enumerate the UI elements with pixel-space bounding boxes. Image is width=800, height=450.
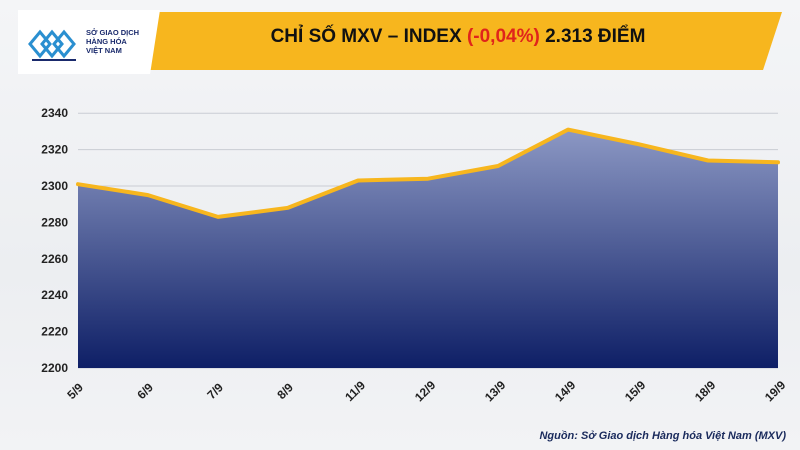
logo-line-2: HÀNG HÓA [86,37,127,46]
x-tick-label: 7/9 [204,380,226,402]
series-line [76,127,780,219]
logo-line-3: VIỆT NAM [86,46,122,55]
y-tick-label: 2240 [41,288,68,302]
x-tick-label: 19/9 [762,378,789,405]
title-prefix: CHỈ SỐ MXV – INDEX [270,26,462,47]
y-tick-label: 2260 [41,252,68,266]
y-tick-label: 2280 [41,215,68,229]
x-tick-label: 15/9 [622,378,649,405]
logo-text: SỞ GIAO DỊCH HÀNG HÓA VIỆT NAM [86,28,156,55]
x-tick-label: 11/9 [342,378,368,404]
y-tick-label: 2320 [41,143,68,157]
area-fill [78,129,778,368]
x-tick-label: 13/9 [482,378,509,405]
x-tick-label: 18/9 [692,378,719,405]
x-tick-label: 6/9 [134,380,156,402]
y-tick-label: 2340 [41,106,68,120]
x-tick-label: 12/9 [412,378,439,405]
logo-icon [28,29,76,61]
x-axis-ticks: 5/9 6/9 7/9 8/9 11/9 12/9 13/9 14/9 15/9 18/9 19/9 [64,378,788,405]
y-tick-label: 2200 [41,361,68,375]
x-tick-label: 8/9 [274,380,296,402]
title-suffix: 2.313 ĐIỂM [545,26,646,47]
y-axis-ticks: 2200 2220 2240 2260 2280 2300 2320 2340 [41,106,68,375]
x-tick-label: 14/9 [552,378,579,405]
title-band [150,12,782,70]
source-note: Nguồn: Sở Giao dịch Hàng hóa Việt Nam (M… [539,430,786,442]
logo-line-1: SỞ GIAO DỊCH [86,28,140,37]
x-tick-label: 5/9 [64,380,86,402]
title-change: (-0,04%) [466,26,540,47]
logo-box [18,10,160,74]
y-tick-label: 2300 [41,179,68,193]
chart-title: CHỈ SỐ MXV – INDEX (-0,04%) 2.313 ĐIỂM [178,26,738,58]
y-tick-label: 2220 [41,325,68,339]
